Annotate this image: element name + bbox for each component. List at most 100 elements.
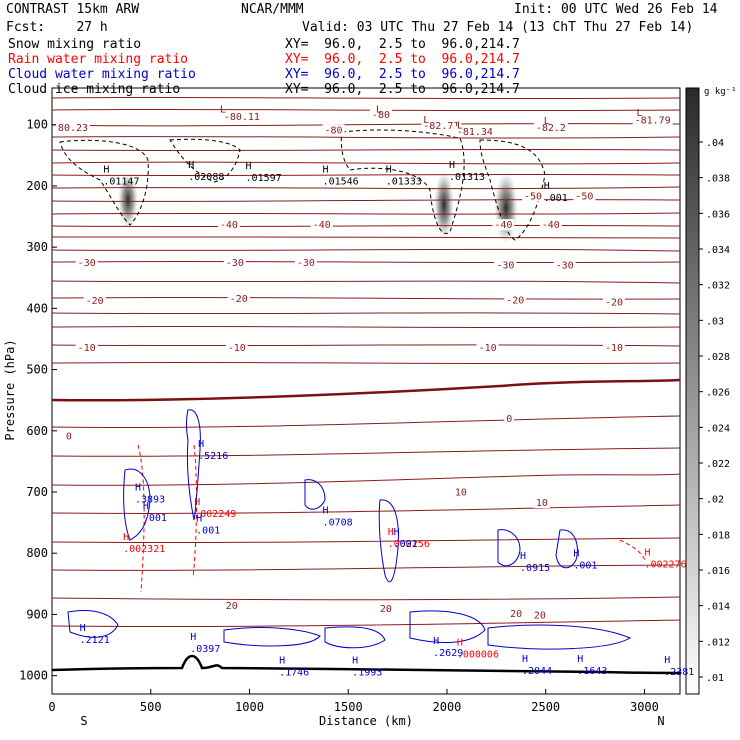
temperature-label-bg xyxy=(533,497,550,509)
temp-line-m40 xyxy=(51,224,681,228)
ice-max-label: .01597 xyxy=(246,173,282,184)
temperature-label-bg xyxy=(602,296,625,308)
ice-max-label-marker: H xyxy=(386,165,392,176)
y-axis-label: Pressure (hPa) xyxy=(3,339,17,440)
temp-line-m30 xyxy=(51,248,681,252)
temperature-label: -80.11 xyxy=(224,112,260,123)
ice-max-label: .01546 xyxy=(323,177,359,188)
cloud-max-label-marker: H xyxy=(279,656,285,667)
temperature-label-bg xyxy=(63,430,74,442)
temperature-label: -30 xyxy=(297,258,315,269)
temp-line-3 xyxy=(51,123,681,127)
temp-line-1 xyxy=(51,96,681,100)
temp-line-0 xyxy=(51,378,681,402)
colorbar-tick-label: .01 xyxy=(706,673,724,684)
temp-line-10 xyxy=(51,212,681,215)
x-axis-label: Distance (km) xyxy=(319,714,413,728)
temperature-label: -50 xyxy=(575,191,593,202)
ice-contour-3 xyxy=(340,129,465,234)
colorbar-unit: g kg⁻¹ xyxy=(704,87,737,97)
cloud-max-label-marker: H xyxy=(394,527,400,538)
x-tick-label: 0 xyxy=(48,700,55,714)
ice-max-label-marker: H xyxy=(103,165,109,176)
colorbar-tick-label: .03 xyxy=(706,316,724,327)
y-tick-label: 300 xyxy=(26,240,48,254)
colorbar: g kg⁻¹ .01 .012 .014 .016 .018 .02 .022 .024 .02… xyxy=(685,87,737,695)
endpoint-left: S xyxy=(80,714,87,728)
temperature-label-bg xyxy=(322,124,345,136)
cloud-contour-9 xyxy=(324,626,386,649)
ice-max-label-marker: H xyxy=(544,181,550,192)
rain-contours xyxy=(137,444,646,593)
cloud-max-label: .2044 xyxy=(522,666,552,677)
temperature-label-bg xyxy=(369,108,392,120)
field-ice-name: Cloud ice mixing ratio xyxy=(8,82,180,97)
cloud-max-label: .2629 xyxy=(433,648,463,659)
temperature-label: -10 xyxy=(479,343,497,354)
y-tick-label: 800 xyxy=(26,546,48,560)
ice-max-label: .01333 xyxy=(386,177,422,188)
temperature-label-bg xyxy=(310,219,333,231)
temperature-label-bg xyxy=(573,190,596,202)
cloud-contour-4 xyxy=(378,499,399,583)
cloud-max-label-marker: H xyxy=(323,506,329,517)
temperature-label: 0 xyxy=(506,414,512,425)
colorbar-tick-label: .012 xyxy=(706,637,730,648)
temperature-label: -40 xyxy=(220,220,238,231)
x-tick-label: 2500 xyxy=(531,700,560,714)
temperature-label-bg xyxy=(55,121,90,133)
temperature-label: -82.2 xyxy=(536,123,566,134)
rain-max-label: .002249 xyxy=(194,509,236,520)
temp-line-21 xyxy=(51,564,681,571)
field-cloud-xy: XY= 96.0, 2.5 to 96.0,214.7 xyxy=(285,67,520,82)
ice-max-label: .01147 xyxy=(103,177,139,188)
colorbar-tick-label: .04 xyxy=(706,138,724,149)
ice-max-label-marker: H xyxy=(246,161,252,172)
forecast-hour: Fcst: 27 h xyxy=(6,20,108,35)
rain-max-label: .002256 xyxy=(388,539,430,550)
valid-time: Valid: 03 UTC Thu 27 Feb 14 (13 ChT Thu … xyxy=(302,20,693,35)
y-tick-label: 200 xyxy=(26,179,48,193)
cloud-max-label-marker: H xyxy=(352,656,358,667)
colorbar-tick-label: .028 xyxy=(706,352,730,363)
cloud-max-label-marker: H xyxy=(198,439,204,450)
cloud-max-label: .2121 xyxy=(80,635,110,646)
cloud-max-label: .0708 xyxy=(323,518,353,529)
cloud-max-label: .5216 xyxy=(198,451,228,462)
chart-header: CONTRAST 15km ARW Fcst: 27 h NCAR/MMM In… xyxy=(6,2,718,97)
temperature-label: 10 xyxy=(536,498,548,509)
colorbar-tick-label: .034 xyxy=(706,245,730,256)
temp-line-15 xyxy=(51,344,681,347)
colorbar-tick-label: .02 xyxy=(706,495,724,506)
temp-line-18 xyxy=(51,447,681,457)
x-tick-label: 3000 xyxy=(630,700,659,714)
temp-line-20deg xyxy=(51,596,681,601)
field-rain-xy: XY= 96.0, 2.5 to 96.0,214.7 xyxy=(285,52,520,67)
temperature-label-bg xyxy=(377,602,394,614)
cloud-max-label-marker: H xyxy=(143,501,149,512)
low-marker: L xyxy=(457,120,463,131)
ice-contour-1 xyxy=(59,139,149,226)
cloud-max-label-marker: H xyxy=(573,549,579,560)
y-tick-label: 1000 xyxy=(19,669,48,683)
annotation-labels: -80.11 -80 -82.71-81.34 -82.2 -81.79 80.23 -80… xyxy=(55,104,694,679)
cloud-max-label-marker: H xyxy=(577,654,583,665)
temperature-label-bg xyxy=(521,190,544,202)
temperature-label: 20 xyxy=(226,601,238,612)
temperature-label-bg xyxy=(632,114,673,126)
temperature-label-bg xyxy=(602,342,625,354)
cloud-max-label: .2381 xyxy=(664,667,694,678)
temperature-label: 20 xyxy=(534,611,546,622)
cloud-max-label-marker: H xyxy=(664,655,670,666)
field-ice-xy: XY= 96.0, 2.5 to 96.0,214.7 xyxy=(285,82,520,97)
temp-line-16 xyxy=(51,361,681,365)
cloud-max-label-marker: H xyxy=(190,632,196,643)
low-marker: L xyxy=(423,115,429,126)
temperature-label: -30 xyxy=(226,258,244,269)
colorbar-gradient xyxy=(685,87,700,695)
temperature-label: 20 xyxy=(510,609,522,620)
temperature-label-bg xyxy=(539,219,562,231)
cloud-max-label-marker: H xyxy=(522,654,528,665)
temperature-label-bg xyxy=(452,486,469,498)
